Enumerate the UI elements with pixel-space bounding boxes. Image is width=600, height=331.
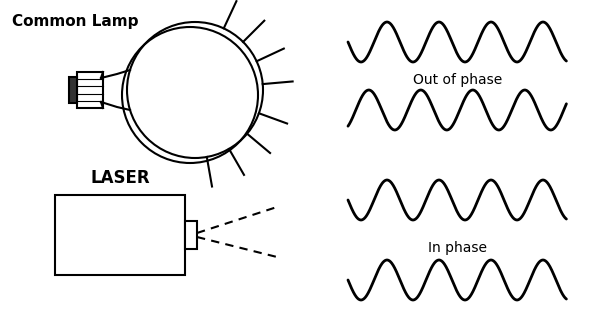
Text: Common Lamp: Common Lamp	[12, 14, 139, 29]
Text: In phase: In phase	[428, 241, 487, 255]
Bar	[77, 72, 103, 108]
Bar	[185, 221, 197, 249]
Bar	[69, 77, 77, 103]
Text: LASER: LASER	[90, 169, 150, 187]
Bar	[55, 195, 185, 275]
Text: Out of phase: Out of phase	[413, 73, 502, 87]
